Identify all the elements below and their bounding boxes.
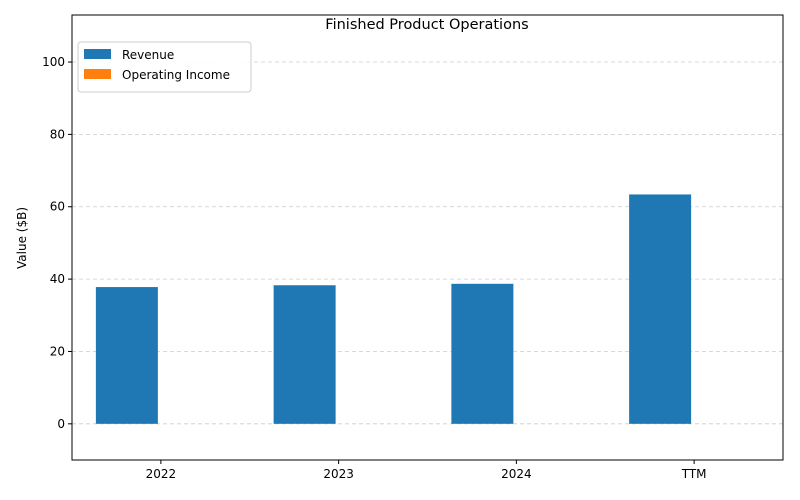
x-tick-label: 2022: [146, 467, 177, 481]
x-tick-label: 2023: [323, 467, 354, 481]
bar-revenue: [629, 194, 692, 424]
legend: Revenue Operating Income: [77, 41, 252, 93]
x-tick-label: TTM: [681, 467, 707, 481]
y-tick-label: 100: [42, 55, 65, 69]
chart-title: Finished Product Operations: [325, 17, 528, 33]
ticks-layer: 0 20 40 60 80 100 2022 2023 2024 TTM: [42, 55, 706, 481]
legend-swatch: [84, 69, 111, 79]
bar-revenue: [273, 285, 336, 424]
bar-revenue: [451, 283, 514, 424]
y-tick-label: 60: [50, 200, 65, 214]
y-tick-label: 40: [50, 272, 65, 286]
x-tick-label: 2024: [501, 467, 532, 481]
plot-frame: [71, 14, 784, 461]
legend-swatch: [84, 49, 111, 59]
bars-layer: [95, 194, 692, 424]
y-tick-label: 80: [50, 127, 65, 141]
legend-label: Operating Income: [122, 68, 230, 82]
legend-label: Revenue: [122, 48, 174, 62]
y-axis-label: Value ($B): [15, 207, 29, 269]
y-tick-label: 20: [50, 344, 65, 358]
legend-box: [77, 41, 252, 93]
bar-revenue: [95, 287, 158, 424]
y-tick-label: 0: [57, 417, 65, 431]
